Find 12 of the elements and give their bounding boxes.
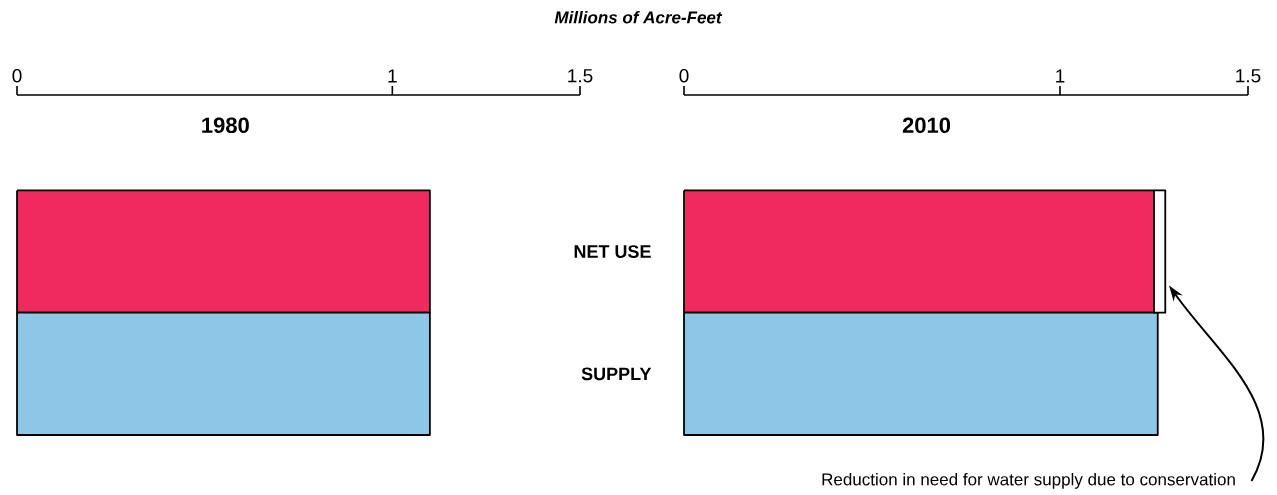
x-tick-label: 1.5 xyxy=(568,69,593,83)
y-tick-label: NET USE xyxy=(574,245,651,258)
x-tick-label: 0 xyxy=(679,69,689,83)
chart-title: 1980 xyxy=(202,117,249,134)
chart-title: 2010 xyxy=(902,117,951,134)
x-axis-title: Millions of Acre-Feet xyxy=(554,10,723,24)
x-tick-label: 1 xyxy=(1056,69,1065,83)
y-tick-label: SUPPLY xyxy=(581,367,652,381)
text: Reduction in need for water supply due to conservation xyxy=(822,472,1235,489)
x-tick-label: 1 xyxy=(388,69,397,83)
x-tick-label: 0 xyxy=(12,69,22,83)
x-tick-label: 1.5 xyxy=(1236,69,1261,83)
